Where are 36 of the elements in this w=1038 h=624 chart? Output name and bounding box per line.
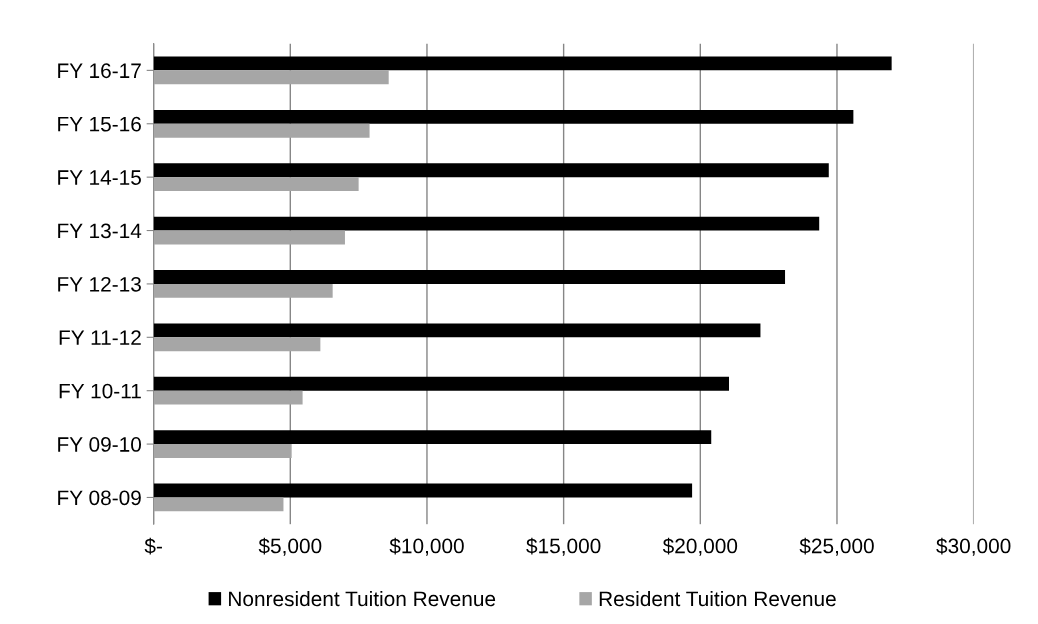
legend-label: Nonresident Tuition Revenue — [229, 590, 496, 607]
y-tick-label: FY 08-09 — [58, 490, 141, 506]
x-tick-label: $10,000 — [389, 537, 464, 556]
bar — [153, 216, 820, 231]
y-tick-label: FY 12-13 — [58, 276, 141, 292]
x-tick-label: $20,000 — [662, 537, 738, 556]
bar — [153, 483, 693, 498]
bar — [153, 270, 786, 284]
bar — [153, 376, 729, 391]
legend-label: Resident Tuition Revenue — [599, 590, 836, 607]
y-tick-label: FY 14-15 — [58, 170, 141, 185]
bar — [153, 56, 892, 71]
bar — [153, 163, 829, 178]
bar — [153, 497, 284, 512]
bar — [153, 444, 292, 458]
bar — [153, 390, 303, 405]
bar — [153, 230, 345, 245]
y-tick-label: FY 15-16 — [58, 116, 141, 132]
bar — [153, 283, 333, 298]
bar — [153, 123, 370, 138]
bar — [153, 177, 359, 192]
bar — [153, 323, 761, 338]
y-tick-label: FY 10-11 — [59, 383, 141, 399]
x-tick-label: $5,000 — [258, 537, 322, 556]
x-tick-label: $15,000 — [526, 537, 601, 556]
x-tick-label: $- — [144, 537, 162, 555]
bar — [153, 109, 854, 124]
bar — [153, 337, 321, 352]
bar — [153, 70, 389, 85]
y-tick-label: FY 11-12 — [59, 330, 141, 345]
x-tick-label: $30,000 — [936, 537, 1011, 556]
y-tick-label: FY 13-14 — [58, 223, 142, 239]
y-tick-label: FY 09-10 — [58, 437, 142, 452]
bar — [153, 430, 712, 445]
y-tick-label: FY 16-17 — [58, 63, 141, 79]
x-tick-label: $25,000 — [799, 537, 874, 556]
